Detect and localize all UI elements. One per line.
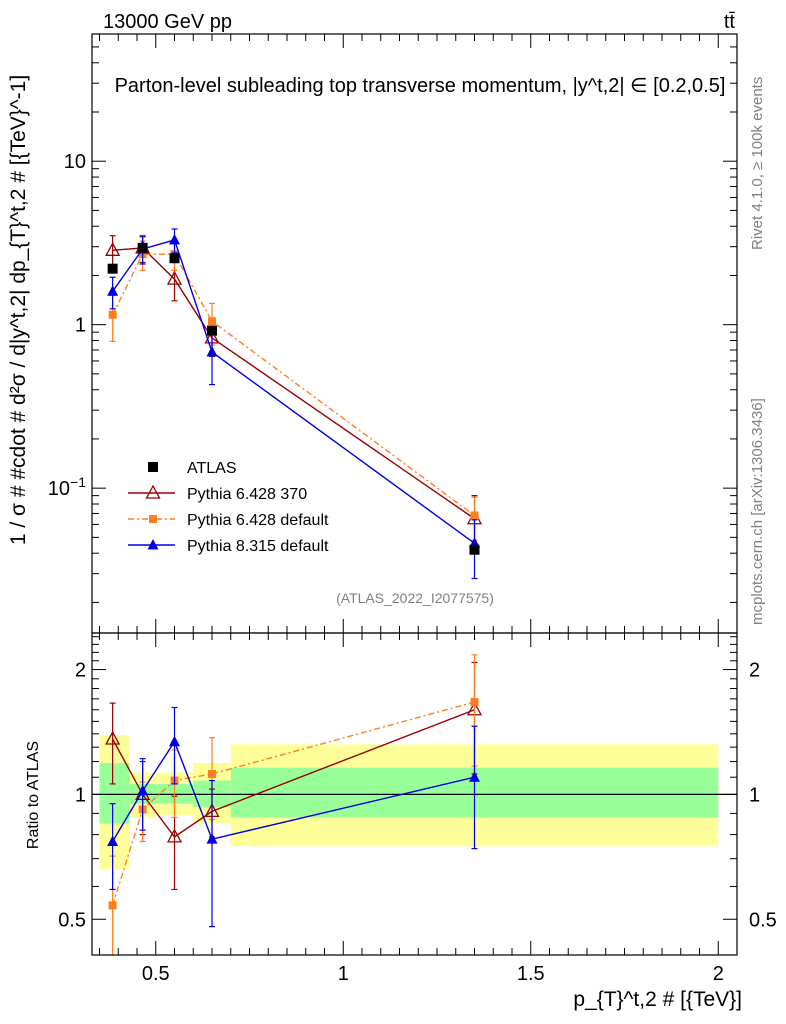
analysis-reference: (ATLAS_2022_I2077575)	[336, 590, 494, 606]
band-inner-0	[99, 763, 130, 824]
marker-py8-0	[107, 285, 119, 296]
mcplots-label: mcplots.cern.ch [arXiv:1306.3436]	[749, 398, 766, 625]
legend-marker-py6_370	[145, 484, 161, 499]
marker-atlas-0	[107, 263, 118, 274]
marker-py6_default-0	[108, 310, 117, 319]
marker-py6_370-2	[166, 270, 183, 285]
legend-marker-py6_default	[149, 515, 157, 523]
marker-atlas-4	[469, 544, 480, 555]
ratio-marker-py6_default-4	[470, 698, 479, 707]
ratio-panel-series	[105, 654, 483, 955]
process-label: tt̄	[724, 11, 736, 33]
marker-py6_default-4	[470, 511, 479, 520]
y-tick-label-ratio-left-1: 1	[75, 784, 86, 806]
marker-py8-2	[169, 233, 180, 245]
legend-label-atlas: ATLAS	[187, 460, 237, 477]
legend-marker-atlas	[148, 462, 158, 472]
y-tick-label-top-0: 10−1	[48, 474, 86, 500]
top-panel-series	[105, 228, 483, 580]
marker-atlas-2	[169, 253, 180, 264]
ratio-marker-py6_370-2	[166, 828, 183, 843]
legend: ATLAS Pythia 6.428 370 Pythia 6.428 defaul…	[128, 460, 329, 555]
marker-py8-3	[206, 346, 218, 357]
x-tick-label-3: 2	[713, 963, 724, 985]
ratio-marker-py8-0	[107, 835, 119, 846]
line-py6_default	[111, 253, 475, 517]
plot-title: Parton-level subleading top transverse m…	[115, 75, 726, 97]
legend-label-py6_default: Pythia 6.428 default	[187, 512, 329, 529]
ratio-marker-py6_370-0	[105, 730, 121, 745]
y-tick-label-ratio-right-1: 1	[749, 784, 760, 806]
x-tick-label-2: 1.5	[517, 963, 545, 985]
marker-atlas-3	[207, 325, 217, 336]
ratio-y-axis-title: Ratio to ATLAS	[25, 741, 42, 849]
y-tick-label-ratio-left-2: 2	[75, 660, 86, 682]
top-y-axis-title: 1 / σ # #cdot # d²σ / d|y^t,2| dp_{T}^t,…	[7, 75, 30, 545]
ratio-marker-py6_default-0	[108, 901, 117, 910]
x-tick-label-0: 0.5	[142, 963, 170, 985]
energy-label: 13000 GeV pp	[103, 11, 232, 33]
ratio-uncertainty-bands	[92, 735, 737, 870]
legend-label-py8: Pythia 8.315 default	[187, 538, 329, 555]
y-tick-label-ratio-right-0: 0.5	[749, 909, 777, 931]
ratio-marker-py8-3	[206, 833, 218, 844]
legend-label-py6_370: Pythia 6.428 370	[187, 486, 307, 503]
ratio-marker-py8-2	[169, 735, 180, 747]
line-py6_370	[112, 247, 475, 520]
y-tick-label-ratio-left-0: 0.5	[58, 909, 86, 931]
ratio-marker-py6_default-3	[208, 769, 216, 778]
y-tick-label-top-2: 10	[64, 151, 86, 173]
ratio-marker-py8-4	[469, 771, 480, 782]
marker-py6_default-3	[208, 317, 216, 326]
marker-atlas-1	[137, 242, 148, 253]
x-axis-title: p_{T}^t,2 # [{TeV}]	[573, 988, 742, 1011]
legend-marker-py8	[147, 539, 159, 550]
marker-py6_370-0	[105, 241, 121, 256]
rivet-version-label: Rivet 4.1.0, ≥ 100k events	[749, 77, 766, 250]
x-tick-label-1: 1	[338, 963, 349, 985]
axis-ticks: 0.5 1 1.5 2 10−1 1 10 0.5 0.5 1 1 2 2	[48, 33, 777, 985]
ratio-marker-py8-1	[137, 784, 149, 796]
y-tick-label-top-1: 1	[75, 315, 86, 337]
y-tick-label-ratio-right-2: 2	[749, 660, 760, 682]
